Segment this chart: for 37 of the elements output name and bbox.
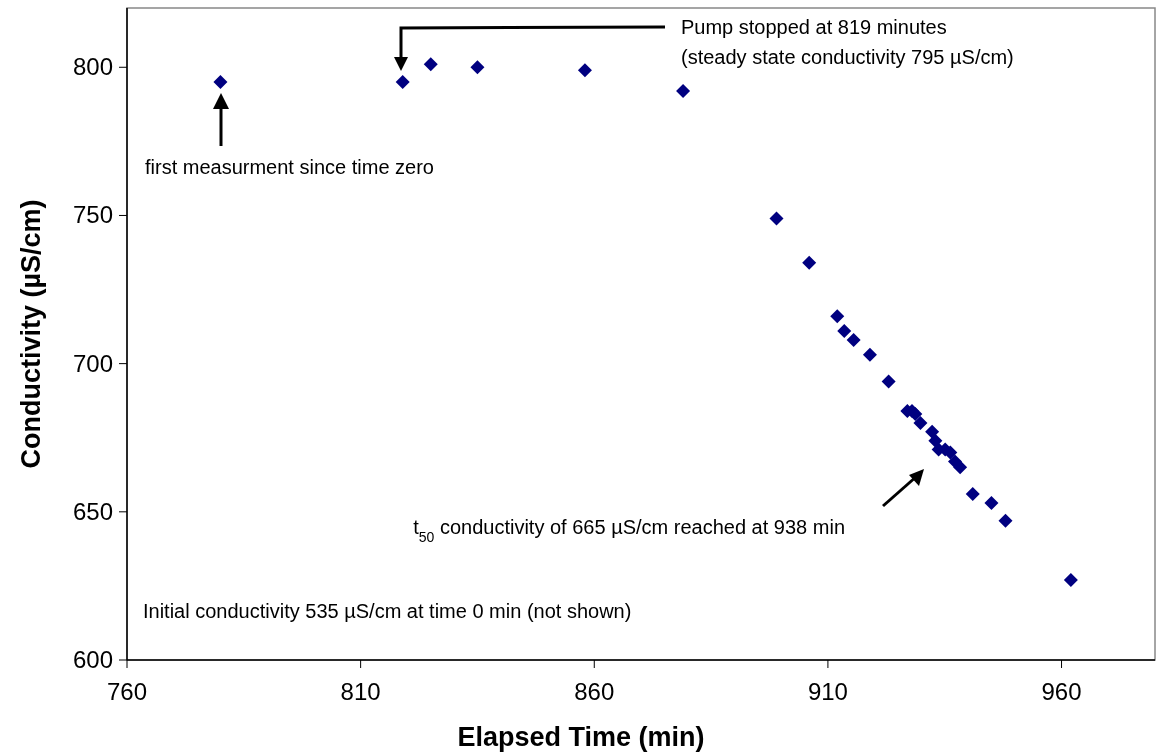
point <box>423 57 438 72</box>
x-tick-label: 860 <box>574 678 615 705</box>
y-tick-label: 700 <box>72 349 113 377</box>
point <box>953 460 968 475</box>
point <box>802 255 817 270</box>
x-tick-label: 810 <box>340 678 381 705</box>
point <box>998 513 1013 528</box>
point <box>676 83 691 98</box>
y-tick-label: 800 <box>72 53 113 81</box>
x-axis-title: Elapsed Time (min) <box>457 722 705 752</box>
annotation: first measurment since time zero <box>145 156 434 178</box>
annotation: Initial conductivity 535 µS/cm at time 0 min (not shown) <box>143 600 632 622</box>
point <box>769 211 784 226</box>
point <box>830 309 845 324</box>
point <box>846 332 861 347</box>
x-tick-label: 960 <box>1041 678 1082 705</box>
annotation: Pump stopped at 819 minutes (steady state conductivity 795 µS/cm) <box>681 16 1014 68</box>
point <box>881 374 896 389</box>
point <box>213 75 228 90</box>
y-tick-label: 750 <box>72 201 113 229</box>
y-tick-label: 600 <box>72 646 113 673</box>
y-tick-label: 650 <box>72 497 113 525</box>
x-tick-label: 910 <box>807 678 848 705</box>
point <box>913 415 928 430</box>
point <box>470 60 485 75</box>
point <box>928 433 943 448</box>
point <box>925 424 940 439</box>
y-axis-title: Conductivity (µS/cm) <box>16 199 46 469</box>
point <box>837 324 852 339</box>
point <box>862 347 877 362</box>
x-tick-label: 760 <box>106 678 148 705</box>
point <box>577 63 592 78</box>
point <box>965 487 980 502</box>
point <box>984 495 999 510</box>
annotation: t$_{50}$ conductivity of 665 µS/cm reached at 938 min <box>413 516 845 545</box>
point <box>395 75 410 90</box>
point <box>1063 572 1078 587</box>
